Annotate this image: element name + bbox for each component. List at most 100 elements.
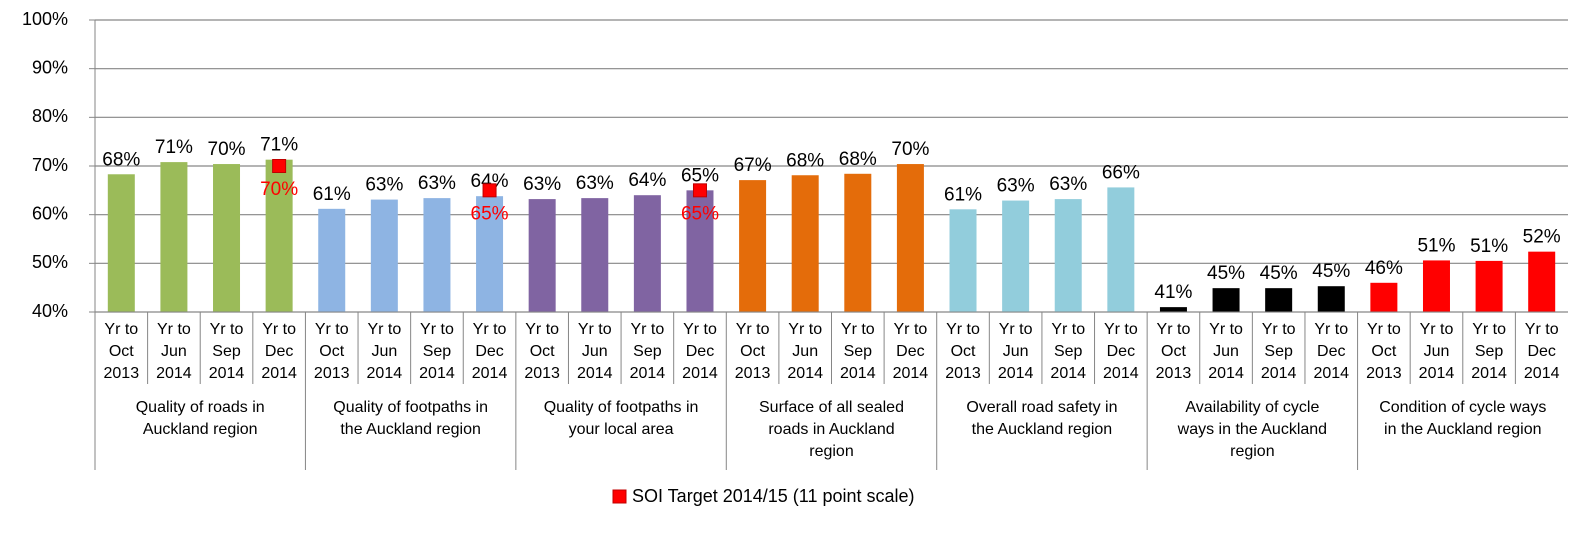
y-tick-label: 90% [32,57,68,77]
y-tick-label: 40% [32,301,68,321]
x-tick-label: Yr to [210,321,244,338]
y-tick-label: 50% [32,252,68,272]
x-tick-label: Yr to [1367,321,1401,338]
value-label: 68% [102,149,140,170]
value-label: 45% [1312,261,1350,282]
x-tick-label: Yr to [315,321,349,338]
x-tick-label: Sep [633,343,662,360]
x-tick-label: Yr to [946,321,980,338]
bar [633,195,661,312]
x-tick-label: 2014 [1471,365,1507,382]
bar [1370,282,1398,312]
bar [318,208,346,312]
x-tick-label: Yr to [841,321,875,338]
x-tick-label: Sep [212,343,241,360]
value-label: 71% [155,137,193,158]
x-tick-label: Yr to [578,321,612,338]
x-tick-label: 2014 [787,365,823,382]
x-tick-label: Yr to [736,321,770,338]
x-tick-label: Yr to [1525,321,1559,338]
x-tick-label: 2014 [419,365,455,382]
value-label: 65% [681,165,719,186]
value-label: 63% [365,175,403,196]
value-label: 52% [1523,227,1561,248]
x-tick-label: 2014 [682,365,718,382]
y-tick-label: 60% [32,203,68,223]
y-tick-label: 70% [32,155,68,175]
bar [423,198,451,312]
value-label: 63% [1049,174,1087,195]
group-label: region [809,443,853,460]
x-tick-label: Dec [1107,343,1135,360]
x-tick-label: Dec [265,343,293,360]
x-tick-label: Yr to [1472,321,1506,338]
bar [949,209,977,312]
x-tick-label: Oct [319,343,344,360]
x-tick-label: Dec [896,343,924,360]
bar [1107,187,1135,312]
group-label: Availability of cycle [1185,399,1319,416]
x-tick-label: Yr to [894,321,928,338]
x-tick-label: 2014 [998,365,1034,382]
value-label: 61% [944,184,982,205]
x-tick-label: 2014 [1524,365,1560,382]
value-label: 71% [260,135,298,156]
x-tick-label: 2014 [1050,365,1086,382]
x-tick-label: Yr to [1104,321,1138,338]
group-label: ways in the Auckland [1177,421,1327,438]
x-tick-label: Oct [740,343,765,360]
x-tick-label: 2013 [1156,365,1192,382]
x-tick-label: 2014 [840,365,876,382]
x-tick-label: Yr to [1051,321,1085,338]
x-tick-label: Yr to [999,321,1033,338]
x-tick-label: Jun [1424,343,1450,360]
x-tick-label: Sep [423,343,452,360]
value-label: 68% [839,149,877,170]
x-tick-label: Yr to [788,321,822,338]
bar [160,162,188,312]
x-tick-label: 2014 [209,365,245,382]
x-tick-label: 2014 [261,365,297,382]
x-tick-label: 2013 [104,365,140,382]
value-label: 45% [1260,263,1298,284]
value-label: 66% [1102,162,1140,183]
x-tick-label: 2014 [893,365,929,382]
bar [1422,260,1450,312]
value-label: 51% [1417,235,1455,256]
value-label: 41% [1154,282,1192,303]
x-tick-label: Sep [844,343,873,360]
x-tick-label: Yr to [104,321,138,338]
bar [1054,199,1082,312]
bar [1475,260,1503,312]
x-tick-label: Oct [530,343,555,360]
bar [581,198,609,312]
bar [739,180,767,312]
x-tick-label: 2013 [945,365,981,382]
group-label: in the Auckland region [1384,421,1541,438]
x-tick-label: Dec [686,343,714,360]
x-tick-label: 2013 [1366,365,1402,382]
group-label: Overall road safety in [966,399,1117,416]
bar [476,196,504,312]
x-tick-label: 2014 [1261,365,1297,382]
x-tick-label: Yr to [683,321,717,338]
target-marker [272,159,287,173]
group-label: Quality of footpaths in [544,399,699,416]
group-label: your local area [569,421,674,438]
group-label: Quality of footpaths in [333,399,488,416]
group-label: the Auckland region [972,421,1113,438]
x-tick-label: 2014 [1103,365,1139,382]
bar [844,173,872,312]
legend-label: SOI Target 2014/15 (11 point scale) [632,486,915,506]
bar [896,164,924,312]
x-tick-label: Yr to [630,321,664,338]
x-tick-label: Dec [475,343,503,360]
x-tick-label: Oct [109,343,134,360]
bar [1317,286,1345,312]
x-tick-label: 2013 [314,365,350,382]
value-label: 63% [418,173,456,194]
x-tick-label: 2013 [524,365,560,382]
x-tick-label: 2014 [472,365,508,382]
value-label: 67% [734,155,772,176]
